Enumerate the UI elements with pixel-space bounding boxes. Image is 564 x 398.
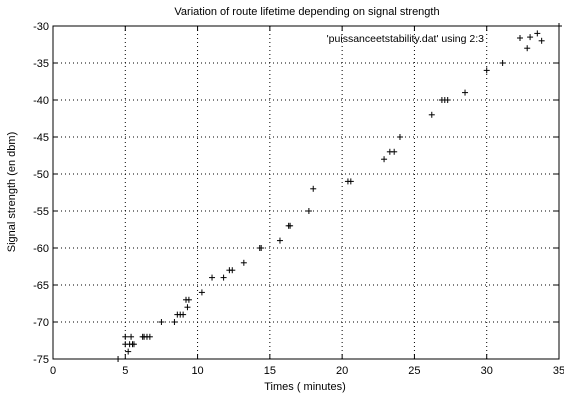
y-tick-label: -60 [33, 243, 49, 255]
x-tick-label: 5 [122, 365, 128, 377]
plot-frame [52, 25, 560, 360]
data-point [534, 30, 541, 37]
data-point [483, 67, 490, 74]
x-tick-label: 25 [408, 365, 420, 377]
y-tick-label: -75 [33, 354, 49, 366]
data-point [220, 274, 227, 281]
chart-title: Variation of route lifetime depending on… [174, 6, 439, 18]
data-point [229, 267, 236, 274]
data-point [125, 348, 132, 355]
y-axis-label: Signal strength (en dbm) [6, 132, 18, 252]
y-tick-label: -35 [33, 58, 49, 70]
data-point [198, 289, 205, 296]
data-points [115, 23, 562, 362]
legend-label: 'puissanceetstability.dat' using 2:3 [327, 33, 484, 45]
data-point [122, 333, 129, 340]
data-point [381, 156, 388, 163]
x-axis-label: Times ( minutes) [264, 381, 346, 393]
y-tick-label: -50 [33, 169, 49, 181]
data-point [158, 319, 165, 325]
data-point [128, 333, 135, 340]
x-tick-label: 30 [481, 365, 493, 377]
y-tick-label: -40 [33, 95, 49, 107]
data-point [527, 34, 534, 41]
data-point [276, 237, 283, 244]
data-point [310, 185, 317, 192]
data-point [171, 319, 178, 325]
axis-ticks [52, 25, 560, 360]
data-point [130, 341, 137, 348]
data-point [462, 89, 469, 96]
data-point [287, 222, 294, 229]
data-point [305, 208, 312, 214]
data-point [538, 37, 545, 44]
data-point [240, 259, 247, 266]
data-point [391, 148, 398, 155]
data-point [524, 45, 531, 52]
data-point [184, 304, 191, 311]
legend-marker [517, 35, 523, 41]
x-tick-label: 35 [553, 365, 564, 377]
y-tick-label: -55 [33, 206, 49, 218]
data-point [209, 274, 216, 281]
data-point [444, 97, 451, 103]
grid [53, 26, 559, 359]
x-tick-label: 15 [264, 365, 276, 377]
y-tick-label: -45 [33, 132, 49, 144]
y-tick-label: -70 [33, 317, 49, 329]
x-tick-label: 10 [191, 365, 203, 377]
x-tick-label: 20 [336, 365, 348, 377]
data-point [185, 296, 192, 303]
data-point [396, 134, 403, 140]
data-point [499, 60, 506, 66]
data-point [258, 245, 265, 251]
y-tick-label: -30 [33, 21, 49, 33]
data-point [428, 111, 435, 118]
data-point [146, 333, 153, 340]
x-tick-label: 0 [50, 365, 56, 377]
data-point [180, 311, 187, 318]
y-tick-label: -65 [33, 280, 49, 292]
tick-labels: 0 5 10 15 20 25 30 35 -75 -70 -65 -60 -55 -50 -45 -40 -3… [33, 21, 564, 377]
data-point [347, 178, 354, 185]
